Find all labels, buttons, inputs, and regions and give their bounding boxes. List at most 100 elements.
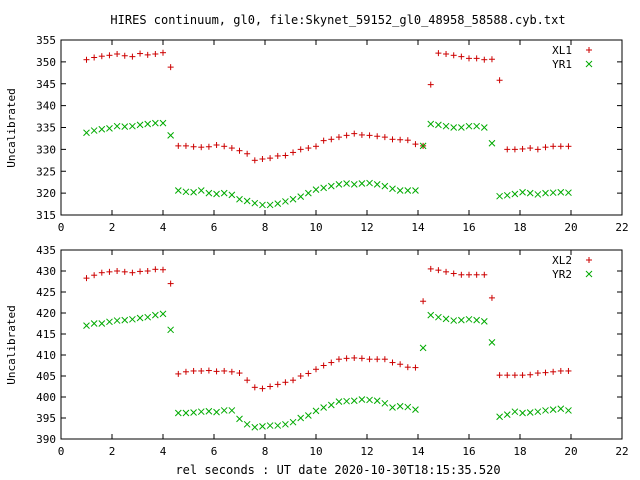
x-tick-label: 12 xyxy=(360,445,373,458)
data-point xyxy=(129,315,136,323)
data-point xyxy=(350,397,358,405)
data-point xyxy=(182,409,190,417)
data-point xyxy=(274,422,282,429)
data-point xyxy=(488,294,495,301)
x-tick-label: 2 xyxy=(109,221,116,234)
data-point xyxy=(267,155,274,162)
top-panel: 0 2 4 6 8 10 12 14 16 18 20 22 315 320 325 330 335 340 345… xyxy=(5,34,629,234)
data-point xyxy=(465,315,473,323)
x-tick-label: 18 xyxy=(513,221,526,234)
data-point xyxy=(221,367,228,374)
data-point xyxy=(129,122,136,130)
data-point xyxy=(205,407,213,415)
data-point xyxy=(465,122,473,130)
data-point xyxy=(98,269,105,276)
data-point xyxy=(251,423,259,431)
data-point xyxy=(412,364,419,371)
data-point xyxy=(320,362,327,369)
data-point xyxy=(297,414,305,422)
x-tick-label: 14 xyxy=(411,221,425,234)
data-point xyxy=(549,406,557,413)
y-tick-label: 390 xyxy=(36,433,56,446)
data-point xyxy=(519,409,526,417)
data-point xyxy=(488,339,496,346)
data-point xyxy=(366,356,373,363)
data-point xyxy=(450,270,457,277)
data-point xyxy=(175,370,182,377)
x-tick-label: 6 xyxy=(211,221,218,234)
data-point xyxy=(473,55,480,62)
data-point xyxy=(503,411,511,418)
legend-label: XL1 xyxy=(552,44,572,57)
data-point xyxy=(419,142,427,150)
data-point xyxy=(144,120,152,128)
y-tick-label: 395 xyxy=(36,412,56,425)
y-tick-label: 355 xyxy=(36,34,56,47)
data-point xyxy=(327,401,335,409)
x-tick-label: 20 xyxy=(564,445,577,458)
data-point xyxy=(328,359,335,366)
data-point xyxy=(312,186,320,193)
data-point xyxy=(557,188,565,196)
data-point xyxy=(343,397,350,405)
data-point xyxy=(374,133,381,140)
data-point xyxy=(381,134,388,141)
data-point xyxy=(197,187,205,194)
x-tick-label: 8 xyxy=(262,445,269,458)
data-point xyxy=(412,141,419,148)
data-point xyxy=(259,201,266,209)
data-point xyxy=(457,316,465,324)
bottom-plot-frame xyxy=(60,249,623,440)
data-point xyxy=(160,49,166,56)
data-point xyxy=(152,266,159,273)
data-point xyxy=(175,142,182,149)
legend-label: XL2 xyxy=(552,254,572,267)
data-point xyxy=(519,145,526,152)
data-point xyxy=(503,191,511,199)
data-point xyxy=(358,180,366,187)
data-point xyxy=(373,397,381,405)
data-point xyxy=(526,189,534,197)
data-point xyxy=(151,119,159,127)
data-point xyxy=(220,407,228,414)
data-point xyxy=(343,132,350,139)
data-point xyxy=(534,408,542,416)
data-point xyxy=(213,408,220,416)
data-point xyxy=(98,53,105,60)
data-point xyxy=(114,51,121,57)
data-point xyxy=(167,64,174,71)
data-point xyxy=(152,51,159,57)
data-point xyxy=(450,317,458,324)
data-point xyxy=(190,409,197,416)
data-point xyxy=(182,368,189,375)
data-point xyxy=(221,143,228,150)
data-point xyxy=(251,157,258,164)
x-tick-label: 14 xyxy=(411,445,425,458)
data-point xyxy=(420,298,427,305)
data-point xyxy=(534,191,542,198)
data-point xyxy=(450,52,457,59)
data-point xyxy=(526,409,534,416)
data-point xyxy=(542,144,549,151)
data-point xyxy=(527,371,534,378)
x-tick-label: 4 xyxy=(160,445,167,458)
x-tick-label: 2 xyxy=(109,445,116,458)
data-point xyxy=(282,152,289,159)
data-point xyxy=(190,188,197,196)
data-point xyxy=(159,310,167,318)
data-point xyxy=(488,139,496,147)
data-point xyxy=(519,372,526,379)
data-point xyxy=(481,56,488,63)
legend-marker xyxy=(586,47,592,53)
data-point xyxy=(136,314,144,322)
x-tick-label: 16 xyxy=(462,445,475,458)
data-point xyxy=(213,190,220,198)
data-point xyxy=(358,355,365,362)
data-point xyxy=(251,384,258,391)
data-point xyxy=(159,119,167,127)
data-point xyxy=(144,268,151,274)
data-point xyxy=(327,182,335,190)
y-tick-label: 400 xyxy=(36,391,56,404)
data-point xyxy=(289,195,297,203)
